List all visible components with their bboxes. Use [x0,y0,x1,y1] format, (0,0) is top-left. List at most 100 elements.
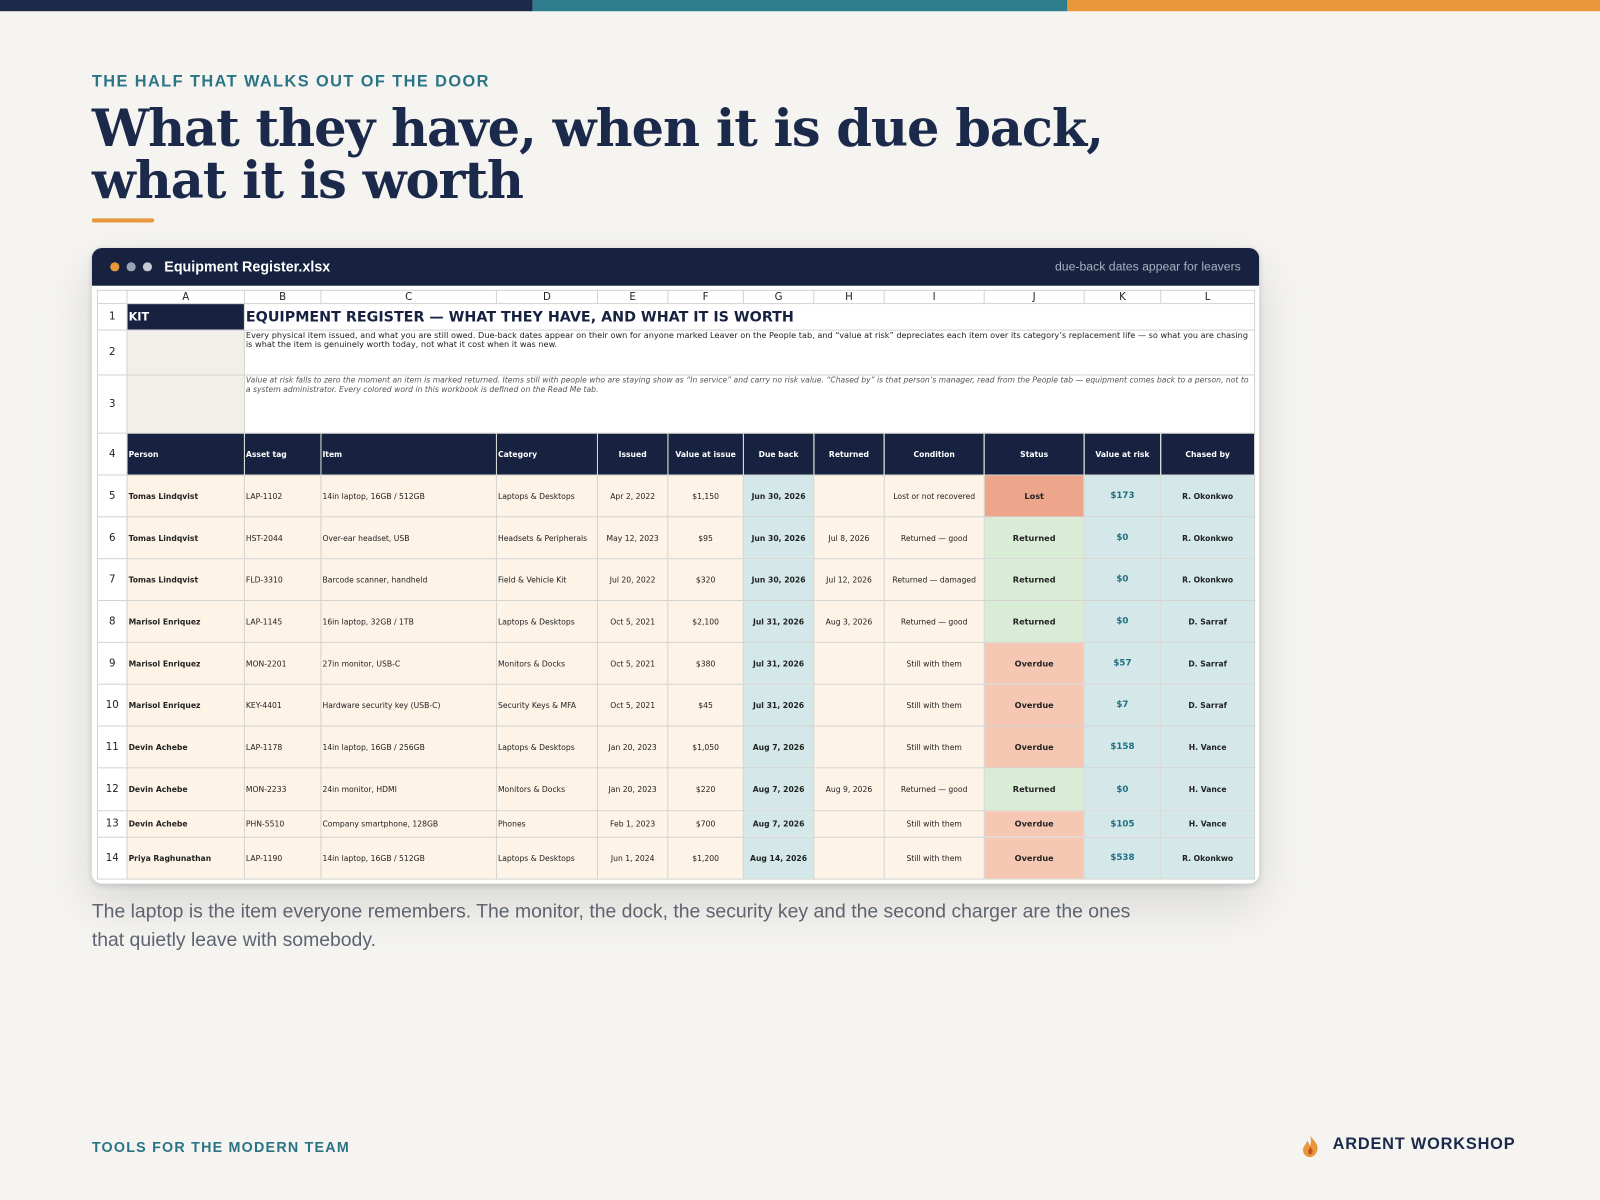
cell: May 12, 2023 [596,516,669,560]
cell: Monitors & Docks [495,641,598,685]
cell: Marisol Enriquez [126,641,245,685]
column-letter: A [126,289,245,305]
window-dot [126,262,136,272]
column-letter: C [320,289,497,305]
stripe [0,0,533,12]
cell: KEY-4401 [243,683,322,727]
sheet-note: Value at risk falls to zero the moment a… [243,374,1256,434]
row-number: 14 [96,836,128,880]
data-row: 5 Tomas Lindqvist LAP-1102 14in laptop, 16G… [96,474,1256,518]
window-dot [142,262,153,272]
cell: Oct 5, 2021 [596,683,669,727]
row-number: 11 [96,725,128,769]
cell: $57 [1083,641,1162,685]
cell: D. Sarraf [1160,599,1256,643]
cell: $0 [1083,558,1162,602]
data-row: 12 Devin Achebe MON-2233 24in monitor, HDMI… [96,767,1256,812]
column-letter: B [243,289,322,305]
cell: $173 [1083,474,1162,518]
cell: 27in monitor, USB-C [320,641,497,685]
cell: Still with them [883,683,985,727]
data-row: 6 Tomas Lindqvist HST-2044 Over-ear headset… [96,516,1256,560]
column-letter: D [495,289,598,305]
column-heading: Returned [813,432,885,476]
column-heading: Value at issue [667,432,744,476]
column-letter: K [1083,289,1162,305]
cell: 16in laptop, 32GB / 1TB [320,599,497,643]
column-letter: L [1160,289,1256,305]
cell: Marisol Enriquez [126,599,245,643]
row-number: 6 [96,516,128,560]
cell: Returned — damaged [883,558,985,602]
eyebrow: THE HALF THAT WALKS OUT OF THE DOOR [91,73,490,91]
cell: Lost [983,474,1085,518]
column-letter: J [983,289,1085,305]
kit-label: KIT [126,303,245,331]
cell: LAP-1190 [243,836,322,880]
cell [813,641,885,685]
column-heading: Person [126,432,245,476]
data-row: 10 Marisol Enriquez KEY-4401 Hardware secur… [96,683,1256,727]
cell: 14in laptop, 16GB / 512GB [320,836,497,880]
cell: R. Okonkwo [1160,558,1256,602]
cell: Returned — good [883,767,985,812]
row-number: 12 [96,767,128,812]
column-heading: Status [983,432,1085,476]
cell: Jul 31, 2026 [742,683,815,727]
cell: Jun 30, 2026 [742,516,815,560]
cell [813,683,885,727]
cell: Jul 12, 2026 [813,558,885,602]
spreadsheet-window: Equipment Register.xlsx due-back dates a… [91,247,1260,884]
cell: Jul 31, 2026 [742,599,815,643]
cell: Jun 30, 2026 [742,558,815,602]
column-letter: E [596,289,669,305]
cell: R. Okonkwo [1160,836,1256,880]
column-heading: Value at risk [1083,432,1162,476]
stripe [1067,0,1600,12]
cell: H. Vance [1160,767,1256,812]
cell: Returned [983,767,1085,812]
caption: The laptop is the item everyone remember… [91,901,1131,952]
cell: Still with them [883,810,985,838]
column-heading: Asset tag [243,432,322,476]
cell: Jul 20, 2022 [596,558,669,602]
cell: Marisol Enriquez [126,683,245,727]
cell: Aug 7, 2026 [742,810,815,838]
cell: Apr 2, 2022 [596,474,669,518]
cell: Returned [983,599,1085,643]
window-note: due-back dates appear for leavers [1054,259,1241,274]
cell: Overdue [983,836,1085,880]
cell: LAP-1145 [243,599,322,643]
cell: $45 [667,683,744,727]
stripe [532,0,1068,12]
cell: 24in monitor, HDMI [320,767,497,812]
column-heading: Item [320,432,497,476]
row-number: 9 [96,641,128,685]
cell: MON-2233 [243,767,322,812]
cell: MON-2201 [243,641,322,685]
row-number: 10 [96,683,128,727]
cell: Aug 14, 2026 [742,836,815,880]
cell: PHN-5510 [243,810,322,838]
cell: Aug 7, 2026 [742,725,815,769]
cell [813,836,885,880]
cell: Tomas Lindqvist [126,516,245,560]
cell: $95 [667,516,744,560]
cell: Tomas Lindqvist [126,474,245,518]
cell: H. Vance [1160,810,1256,838]
cell: 14in laptop, 16GB / 256GB [320,725,497,769]
cell: Aug 9, 2026 [813,767,885,812]
cell: Field & Vehicle Kit [495,558,598,602]
cell: $0 [1083,516,1162,560]
cell: Priya Raghunathan [126,836,245,880]
cell: Still with them [883,836,985,880]
cell: Laptops & Desktops [495,725,598,769]
data-row: 7 Tomas Lindqvist FLD-3310 Barcode scanner,… [96,558,1256,602]
cell [813,810,885,838]
blank-cell [126,329,245,376]
header-row: 4 Person Asset tag Item Category Issued Value … [96,432,1256,476]
brand: ARDENT WORKSHOP [1332,1135,1516,1154]
cell: Jul 8, 2026 [813,516,885,560]
